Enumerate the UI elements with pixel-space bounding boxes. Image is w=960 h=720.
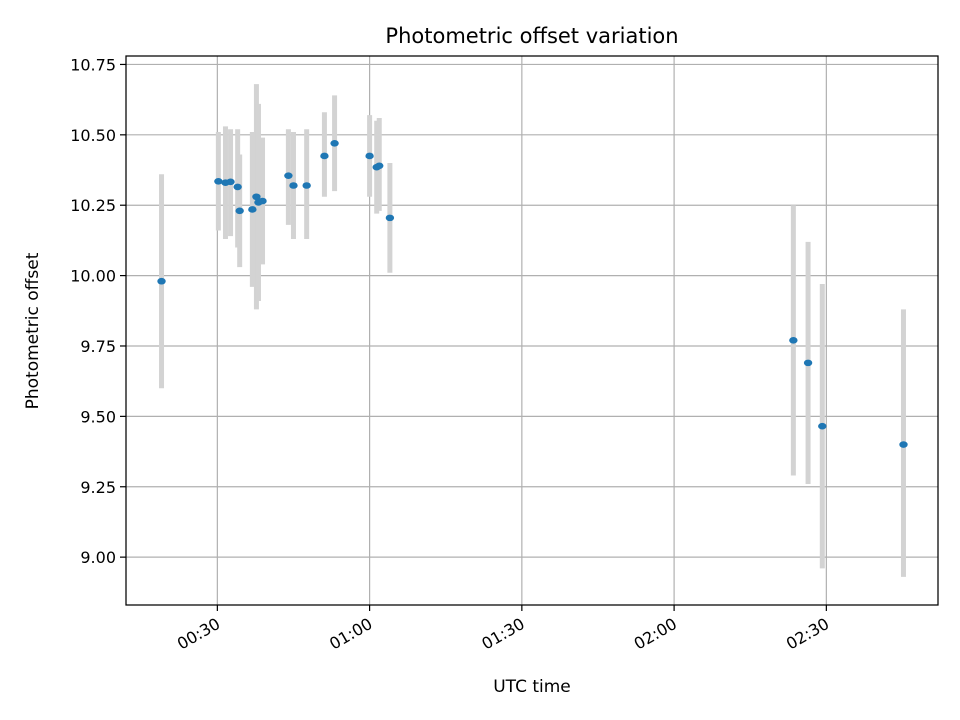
plot-frame (125, 55, 939, 606)
data-point (302, 182, 311, 189)
data-point (284, 172, 293, 179)
data-point (248, 206, 257, 213)
data-point (385, 214, 395, 222)
data-point (258, 197, 267, 205)
y-tick-label: 10.00 (70, 267, 116, 286)
data-points (157, 139, 908, 448)
y-axis-title: Photometric offset (23, 252, 43, 409)
data-point (789, 337, 798, 344)
x-axis-title: UTC time (493, 677, 571, 697)
data-point (803, 359, 813, 367)
y-tick-label: 10.50 (70, 126, 116, 145)
data-point (226, 178, 235, 186)
y-tick-label: 10.75 (70, 55, 116, 74)
data-point (289, 182, 298, 189)
data-point (233, 183, 242, 191)
data-point (330, 139, 339, 147)
data-point (375, 162, 384, 170)
data-point (252, 193, 261, 201)
data-point (157, 277, 166, 285)
data-point (214, 177, 223, 185)
data-point (365, 152, 374, 160)
y-tick-label: 10.25 (70, 196, 116, 215)
data-point (235, 207, 244, 215)
y-tick-label: 9.75 (80, 337, 116, 356)
chart-title: Photometric offset variation (385, 24, 678, 48)
data-point (320, 152, 329, 160)
data-point (899, 441, 908, 448)
y-tick-label: 9.00 (80, 548, 116, 567)
data-point (818, 422, 827, 430)
y-tick-label: 9.25 (80, 478, 116, 497)
y-tick-label: 9.50 (80, 407, 116, 426)
